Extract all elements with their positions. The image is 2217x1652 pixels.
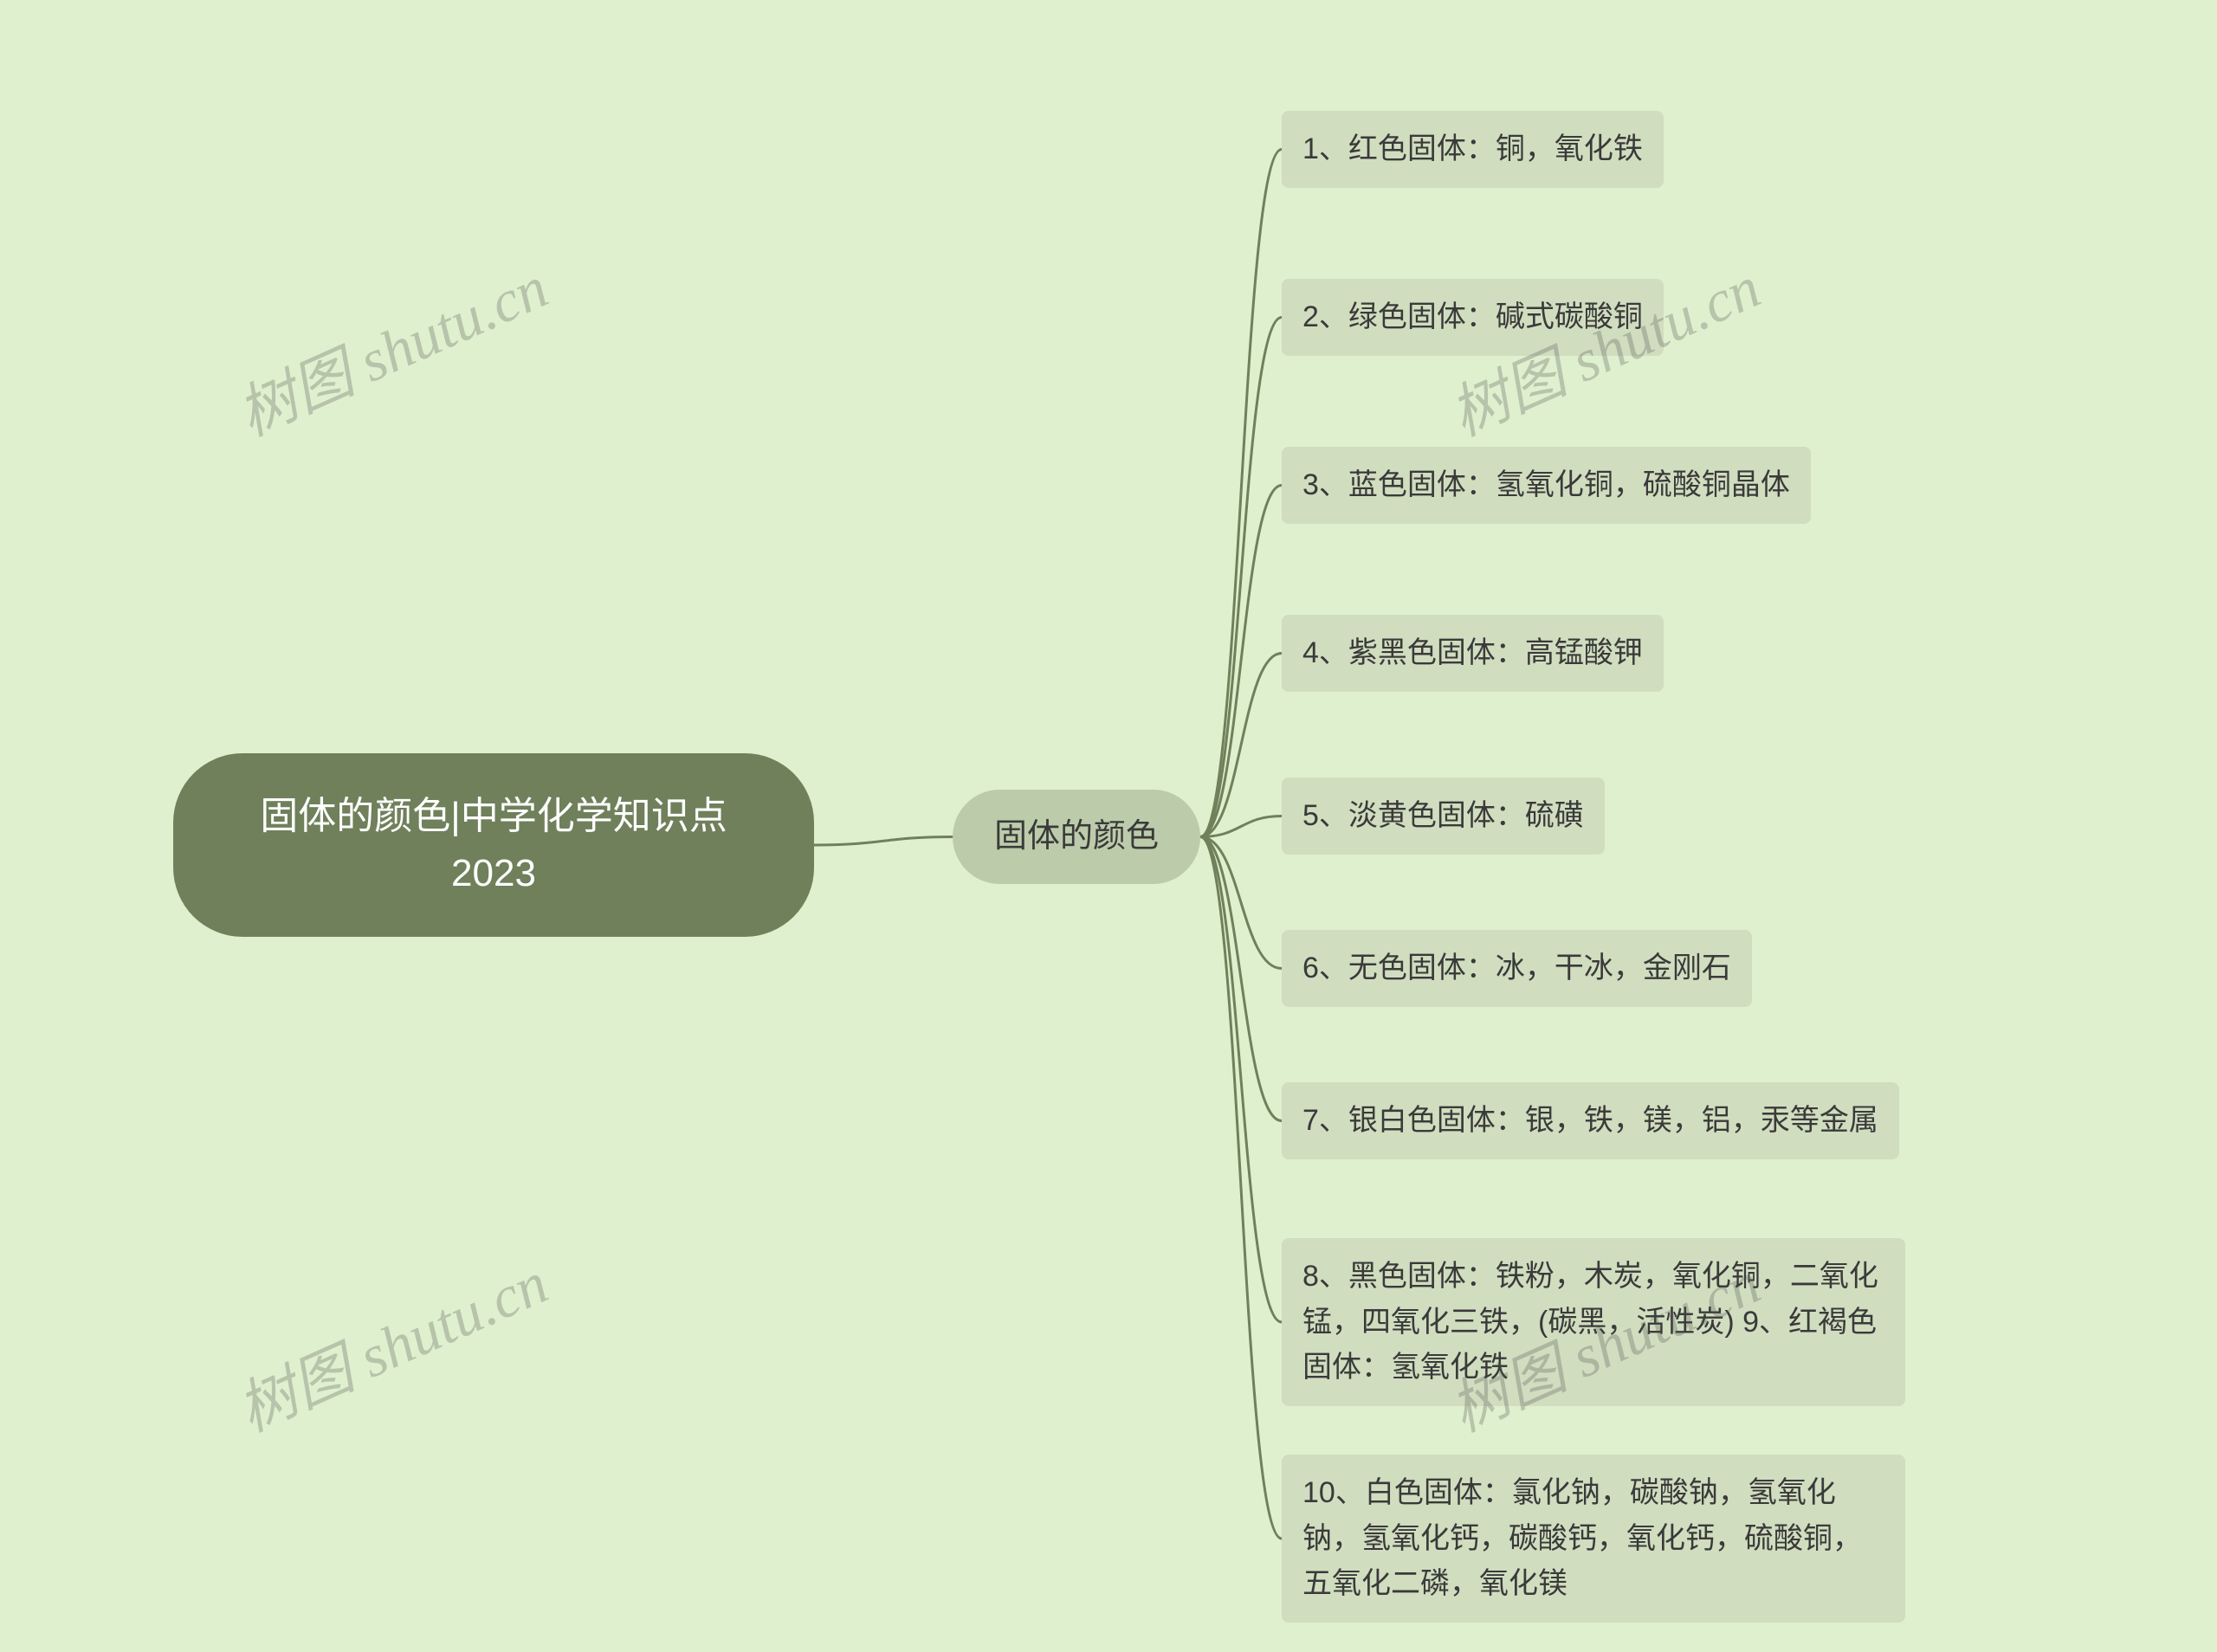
root-node: 固体的颜色|中学化学知识点2023 bbox=[173, 753, 814, 937]
leaf-label: 7、银白色固体：银，铁，镁，铝，汞等金属 bbox=[1302, 1104, 1878, 1137]
leaf-node: 8、黑色固体：铁粉，木炭，氧化铜，二氧化锰，四氧化三铁，(碳黑，活性炭) 9、红… bbox=[1282, 1238, 1905, 1406]
leaf-label: 4、紫黑色固体：高锰酸钾 bbox=[1302, 636, 1643, 669]
leaf-node: 3、蓝色固体：氢氧化铜，硫酸铜晶体 bbox=[1282, 447, 1811, 524]
root-label: 固体的颜色|中学化学知识点2023 bbox=[260, 795, 727, 894]
leaf-node: 1、红色固体：铜，氧化铁 bbox=[1282, 111, 1664, 188]
watermark-text: 树图 shutu.cn bbox=[222, 240, 559, 453]
leaf-label: 5、淡黄色固体：硫磺 bbox=[1302, 799, 1584, 832]
leaf-node: 10、白色固体：氯化钠，碳酸钠，氢氧化钠，氢氧化钙，碳酸钙，氧化钙，硫酸铜，五氧… bbox=[1282, 1455, 1905, 1623]
leaf-node: 6、无色固体：冰，干冰，金刚石 bbox=[1282, 930, 1752, 1007]
leaf-node: 4、紫黑色固体：高锰酸钾 bbox=[1282, 615, 1664, 692]
mindmap-canvas: 固体的颜色|中学化学知识点2023 固体的颜色 1、红色固体：铜，氧化铁 2、绿… bbox=[0, 0, 2217, 1652]
leaf-label: 10、白色固体：氯化钠，碳酸钠，氢氧化钠，氢氧化钙，碳酸钙，氧化钙，硫酸铜，五氧… bbox=[1302, 1476, 1862, 1600]
watermark-text: 树图 shutu.cn bbox=[222, 1236, 559, 1449]
leaf-node: 7、银白色固体：银，铁，镁，铝，汞等金属 bbox=[1282, 1082, 1899, 1159]
branch-label: 固体的颜色 bbox=[994, 818, 1159, 855]
leaf-label: 6、无色固体：冰，干冰，金刚石 bbox=[1302, 952, 1731, 984]
leaf-node: 5、淡黄色固体：硫磺 bbox=[1282, 778, 1605, 855]
leaf-label: 8、黑色固体：铁粉，木炭，氧化铜，二氧化锰，四氧化三铁，(碳黑，活性炭) 9、红… bbox=[1302, 1260, 1878, 1384]
leaf-node: 2、绿色固体：碱式碳酸铜 bbox=[1282, 279, 1664, 356]
leaf-label: 1、红色固体：铜，氧化铁 bbox=[1302, 132, 1643, 165]
leaf-label: 3、蓝色固体：氢氧化铜，硫酸铜晶体 bbox=[1302, 468, 1790, 501]
leaf-label: 2、绿色固体：碱式碳酸铜 bbox=[1302, 300, 1643, 333]
branch-node: 固体的颜色 bbox=[953, 790, 1200, 884]
